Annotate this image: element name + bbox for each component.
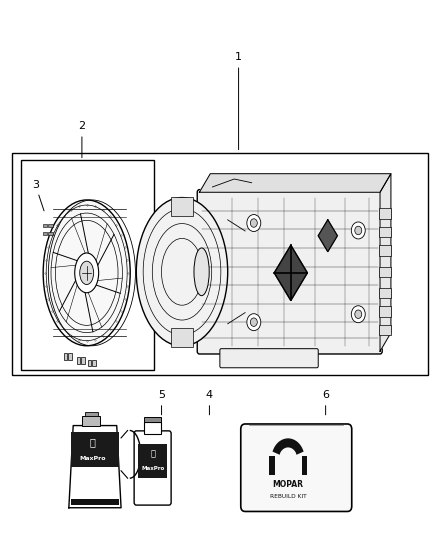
Bar bbox=[269, 456, 275, 474]
Polygon shape bbox=[318, 220, 337, 252]
Bar bbox=[48, 231, 53, 235]
Circle shape bbox=[251, 219, 257, 227]
Bar bbox=[301, 456, 307, 474]
Bar bbox=[138, 444, 167, 478]
Bar bbox=[71, 489, 119, 502]
Bar bbox=[138, 489, 167, 497]
Polygon shape bbox=[199, 174, 391, 192]
FancyBboxPatch shape bbox=[220, 349, 318, 368]
Circle shape bbox=[355, 310, 362, 318]
Circle shape bbox=[279, 447, 297, 470]
Bar bbox=[64, 353, 67, 360]
Bar bbox=[71, 499, 119, 505]
Bar bbox=[43, 223, 47, 227]
Ellipse shape bbox=[136, 198, 228, 346]
Bar bbox=[379, 266, 391, 277]
Bar bbox=[379, 208, 391, 219]
Circle shape bbox=[247, 314, 261, 330]
Bar bbox=[171, 328, 193, 346]
Bar bbox=[145, 417, 161, 422]
Circle shape bbox=[251, 318, 257, 326]
Bar bbox=[21, 160, 154, 370]
FancyBboxPatch shape bbox=[134, 431, 171, 505]
Text: MOPAR: MOPAR bbox=[272, 480, 304, 489]
Text: MaxPro: MaxPro bbox=[80, 456, 106, 461]
Bar bbox=[81, 357, 85, 364]
Polygon shape bbox=[69, 425, 121, 508]
Bar bbox=[88, 360, 91, 366]
Text: 6: 6 bbox=[322, 390, 329, 415]
Bar bbox=[82, 416, 100, 425]
FancyBboxPatch shape bbox=[197, 190, 382, 354]
Text: 4: 4 bbox=[206, 390, 213, 415]
Bar bbox=[92, 360, 96, 366]
Bar bbox=[379, 227, 391, 237]
Circle shape bbox=[355, 226, 362, 235]
Bar bbox=[77, 357, 80, 364]
Text: REBUILD KIT: REBUILD KIT bbox=[270, 494, 307, 499]
Text: Ⓜ: Ⓜ bbox=[90, 437, 96, 447]
Text: 3: 3 bbox=[32, 180, 44, 211]
Ellipse shape bbox=[75, 253, 99, 293]
Text: 5: 5 bbox=[158, 390, 165, 415]
Ellipse shape bbox=[194, 248, 209, 296]
Bar bbox=[379, 245, 391, 256]
Bar bbox=[85, 412, 98, 416]
Bar bbox=[71, 432, 119, 467]
Text: 2: 2 bbox=[78, 122, 85, 158]
Polygon shape bbox=[274, 245, 307, 301]
Bar bbox=[145, 422, 161, 433]
Ellipse shape bbox=[80, 261, 94, 285]
Text: MaxPro: MaxPro bbox=[141, 466, 164, 471]
Bar bbox=[171, 197, 193, 216]
Polygon shape bbox=[380, 174, 391, 351]
Bar bbox=[48, 223, 53, 227]
FancyBboxPatch shape bbox=[241, 424, 352, 512]
Text: Ⓜ: Ⓜ bbox=[150, 449, 155, 458]
Bar bbox=[379, 325, 391, 335]
Wedge shape bbox=[272, 438, 304, 458]
Text: 1: 1 bbox=[235, 52, 242, 150]
Bar bbox=[68, 353, 72, 360]
Ellipse shape bbox=[43, 200, 130, 346]
Bar bbox=[12, 152, 428, 375]
Bar bbox=[43, 231, 47, 235]
Circle shape bbox=[351, 222, 365, 239]
Circle shape bbox=[351, 306, 365, 322]
Circle shape bbox=[247, 215, 261, 231]
Bar bbox=[379, 306, 391, 317]
Bar bbox=[379, 288, 391, 298]
